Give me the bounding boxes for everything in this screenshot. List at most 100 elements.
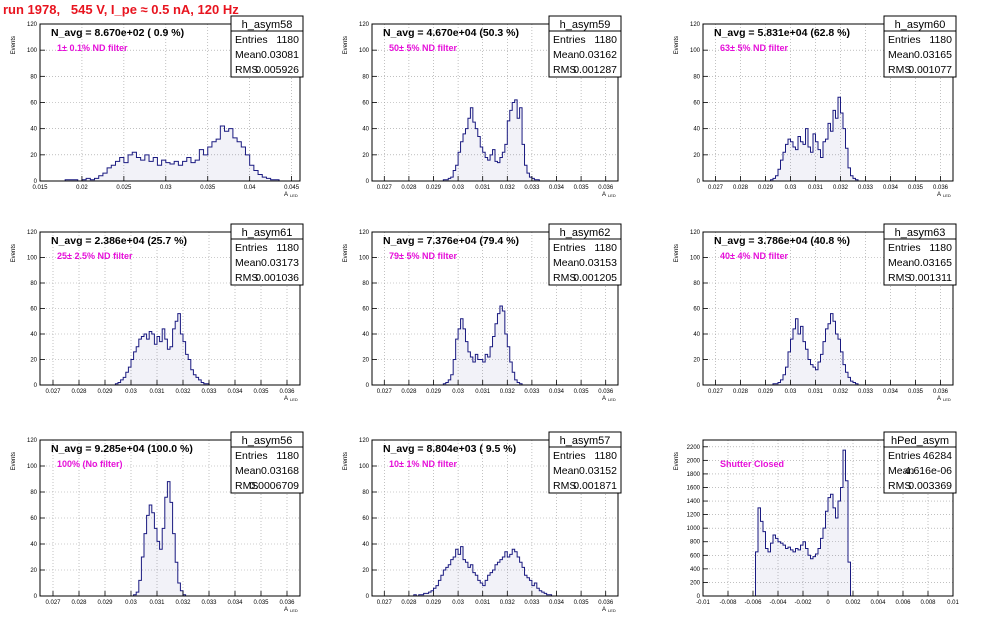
histogram-bin: [808, 146, 811, 181]
histogram-bin: [843, 364, 846, 385]
histogram-bin: [190, 162, 196, 181]
x-tick-label: 0.027: [708, 185, 724, 191]
x-tick-label: 0.031: [475, 389, 491, 395]
histogram-bin: [531, 178, 535, 181]
histogram-bin: [828, 497, 831, 596]
y-axis-label: Events: [343, 452, 349, 470]
histogram-bin: [102, 173, 108, 181]
histogram-bin: [835, 518, 838, 596]
stats-box: [883, 431, 957, 494]
histogram-bin: [159, 549, 163, 596]
stats-value: 1180: [276, 450, 299, 462]
histogram-bin: [507, 120, 510, 181]
histogram-bin: [183, 594, 186, 596]
histogram-bin: [492, 570, 495, 596]
stats-value: 1180: [594, 34, 617, 46]
histogram-bin: [795, 548, 798, 596]
stats-box: [230, 431, 304, 494]
histogram-bin: [845, 148, 848, 181]
histogram-bin: [196, 377, 199, 385]
histogram-bin: [183, 341, 186, 385]
histogram-bin: [136, 346, 139, 385]
histogram-bin: [153, 157, 158, 181]
histogram-bin: [164, 497, 168, 596]
x-tick-label: 0.027: [377, 185, 393, 191]
histogram-bin: [507, 346, 510, 385]
histogram-bin: [463, 559, 466, 596]
y-tick-label: 100: [359, 256, 370, 262]
histogram-bin: [195, 160, 200, 181]
histogram-bin: [270, 179, 275, 181]
stats-box: [883, 15, 957, 78]
histogram-bin: [443, 570, 446, 596]
x-tick-label: 0.034: [227, 389, 243, 395]
stats-label: Entries: [888, 242, 921, 254]
histogram-bin: [487, 356, 491, 385]
histogram-bin: [495, 564, 498, 596]
y-tick-label: 0: [34, 179, 38, 185]
x-axis-label: A LED: [937, 192, 951, 198]
stats-value: 0.03173: [261, 257, 299, 269]
histogram-bin: [823, 141, 826, 181]
y-tick-label: 100: [27, 48, 38, 54]
stats-value: 0.03152: [579, 465, 617, 477]
x-tick-label: 0.03: [452, 185, 464, 191]
histogram-bin: [161, 160, 166, 181]
y-tick-label: 0: [34, 594, 38, 600]
y-axis-label: Events: [674, 244, 680, 262]
x-tick-label: 0.008: [920, 600, 936, 606]
histogram-bin: [164, 339, 168, 385]
histogram-bin: [778, 382, 781, 385]
y-axis-label: Events: [343, 36, 349, 54]
filter-annotation: 40± 4% ND filter: [720, 251, 788, 261]
histogram-bin: [825, 139, 828, 181]
histogram-bin: [536, 588, 540, 596]
y-tick-label: 800: [690, 540, 701, 546]
x-tick-label: 0.033: [201, 600, 217, 606]
histogram-bin: [823, 341, 826, 385]
stats-box: [548, 223, 622, 286]
histogram-bin: [450, 374, 454, 385]
histogram-bin: [838, 501, 841, 596]
histogram-bin: [835, 118, 838, 181]
histogram-bin: [800, 326, 803, 385]
histogram-bin: [835, 334, 838, 385]
y-tick-label: 60: [30, 307, 37, 313]
histogram-bin: [81, 179, 87, 181]
filter-annotation: 25± 2.5% ND filter: [57, 251, 133, 261]
histogram-bin: [798, 549, 801, 596]
stats-title: h_asym57: [560, 435, 611, 447]
stats-label: RMS: [888, 480, 911, 492]
histogram-bin: [421, 594, 424, 596]
x-tick-label: 0.028: [71, 600, 87, 606]
histogram-bin: [504, 551, 508, 596]
histogram-bin: [813, 133, 816, 181]
stats-box: [548, 15, 622, 78]
histogram-bin: [445, 179, 449, 181]
y-tick-label: 60: [30, 516, 37, 522]
stats-label: RMS: [553, 272, 576, 284]
y-tick-label: 80: [693, 74, 700, 80]
y-tick-label: 0: [697, 179, 701, 185]
histogram-bin: [790, 549, 793, 596]
navg-label: N_avg = 4.670e+04 (50.3 %): [383, 27, 519, 39]
x-tick-label: 0.029: [97, 389, 113, 395]
histogram-bin: [123, 377, 126, 385]
histogram-bin: [512, 549, 515, 596]
histogram-bin: [455, 549, 459, 596]
histogram-bin: [848, 167, 851, 181]
x-tick-label: 0.002: [845, 600, 861, 606]
histogram-bin: [818, 362, 821, 385]
navg-label: N_avg = 8.804e+03 ( 9.5 %): [383, 443, 516, 455]
y-axis-label: Events: [11, 36, 17, 54]
histogram-bin: [467, 567, 471, 596]
histogram-bin: [485, 580, 488, 596]
y-tick-label: 0: [697, 383, 701, 389]
y-tick-label: 100: [690, 256, 701, 262]
y-tick-label: 2000: [687, 458, 701, 464]
y-tick-label: 120: [27, 22, 38, 28]
x-tick-label: 0.027: [377, 600, 393, 606]
histogram-bin: [502, 311, 505, 385]
histogram-bin: [845, 372, 848, 385]
x-tick-label: 0.036: [279, 600, 295, 606]
